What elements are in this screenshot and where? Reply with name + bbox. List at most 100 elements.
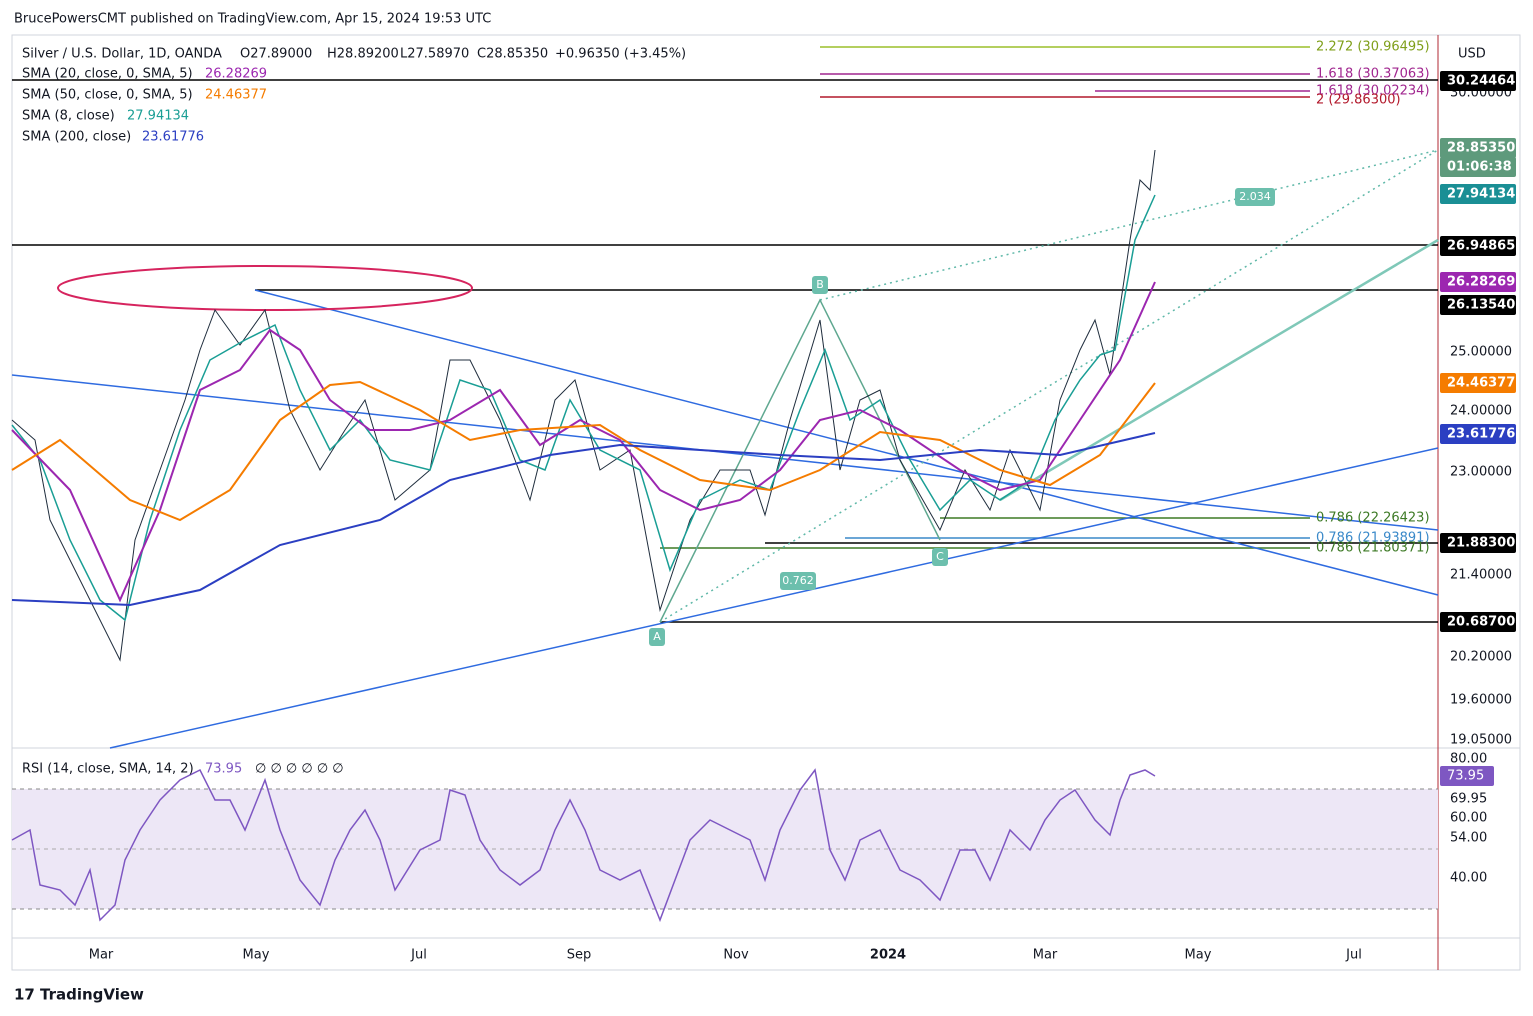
indicator-label: SMA (8, close)	[22, 109, 115, 124]
brand: TradingView	[40, 986, 144, 1004]
pattern-label-bg	[1235, 188, 1275, 206]
pattern-label-bg	[780, 572, 816, 590]
rsi-tag: 73.95	[1447, 769, 1484, 784]
trendline	[254, 289, 1439, 596]
fib-label: 1.618 (30.02234)	[1316, 84, 1430, 99]
price-tick: 19.60000	[1450, 693, 1512, 708]
rsi-label: RSI (14, close, SMA, 14, 2)	[22, 762, 194, 777]
trendline	[109, 447, 1439, 749]
open: O27.89000	[240, 47, 312, 62]
price-tag-bg	[1440, 236, 1516, 256]
fib-label: 2 (29.86300)	[1316, 93, 1401, 108]
frame	[11, 34, 1521, 971]
time-tick: Nov	[723, 948, 749, 963]
pattern-label: C	[936, 550, 944, 563]
price-tick: 24.00000	[1450, 404, 1512, 419]
time-tick: 2024	[870, 948, 906, 963]
price-tick: 23.00000	[1450, 465, 1512, 480]
indicator-value: 24.46377	[205, 88, 267, 103]
fib-label: 1.618 (30.37063)	[1316, 67, 1430, 82]
price-tick: 20.20000	[1450, 650, 1512, 665]
price-tag-bg	[1440, 373, 1516, 393]
price-tag: 01:06:38	[1447, 160, 1512, 175]
sma-200	[11, 432, 1156, 607]
price-tag: 26.28269	[1447, 275, 1515, 290]
pattern-label: 2.034	[1239, 190, 1271, 203]
time-tick: May	[1185, 948, 1212, 963]
price-tag-bg	[1440, 184, 1516, 204]
rsi-tick: 54.00	[1450, 831, 1487, 846]
price-tick: 25.00000	[1450, 345, 1512, 360]
indicator-label: SMA (200, close)	[22, 130, 131, 145]
pattern-label-bg	[812, 276, 828, 294]
pattern-label: 0.762	[782, 574, 814, 587]
sma-50	[11, 380, 1156, 522]
price-tag-bg	[1440, 295, 1516, 315]
price-line	[11, 149, 1156, 662]
time-tick: Sep	[567, 948, 592, 963]
projection	[819, 149, 1439, 301]
price-tag: 30.24464	[1447, 74, 1515, 89]
sma-8	[11, 194, 1156, 622]
price-tag-bg	[1440, 71, 1516, 91]
time-tick: Jul	[1345, 948, 1362, 963]
time-tick: May	[243, 948, 270, 963]
highlight-ellipse	[57, 265, 473, 311]
trendline	[999, 238, 1439, 502]
price-tag-bg	[1440, 272, 1516, 292]
symbol: Silver / U.S. Dollar, 1D, OANDA	[22, 47, 222, 62]
time-tick: Mar	[1033, 948, 1058, 963]
author: BrucePowersCMT published on TradingView.…	[14, 12, 491, 27]
pattern-label: B	[816, 278, 824, 291]
price-tag: 27.94134	[1447, 187, 1515, 202]
time-tick: Jul	[410, 948, 427, 963]
indicator-value: 27.94134	[127, 109, 189, 124]
price-tag: 23.61776	[1447, 427, 1515, 442]
logo: 17	[14, 986, 35, 1004]
price-tag: 26.94865	[1447, 239, 1515, 254]
price-tag: 21.88300	[1447, 536, 1515, 551]
price-tag-bg	[1440, 157, 1516, 177]
low: L27.58970	[400, 47, 469, 62]
price-tag-bg	[1440, 612, 1516, 632]
price-tag-bg	[1440, 138, 1516, 158]
rsi-line	[11, 768, 1156, 923]
indicator-label: SMA (50, close, 0, SMA, 5)	[22, 88, 193, 103]
indicator-value: 26.28269	[205, 67, 267, 82]
rsi-tick: 80.00	[1450, 752, 1487, 767]
drawings	[11, 46, 1439, 923]
change: +0.96350 (+3.45%)	[555, 47, 686, 62]
fib-label: 0.786 (21.80371)	[1316, 541, 1430, 556]
rsi-value: 73.95	[205, 762, 242, 777]
time-tick: Mar	[89, 948, 114, 963]
pattern-label-bg	[932, 548, 948, 566]
high: H28.89200	[327, 47, 399, 62]
pattern-label: A	[653, 630, 661, 643]
price-tag-bg	[1440, 424, 1516, 444]
rsi-tag-bg	[1440, 766, 1494, 786]
price-tag: 20.68700	[1447, 615, 1515, 630]
fib-label: 0.786 (22.26423)	[1316, 511, 1430, 526]
close: C28.85350	[477, 47, 548, 62]
price-tick: 21.40000	[1450, 568, 1512, 583]
price-tag: 26.13540	[1447, 298, 1515, 313]
fib-label: 0.786 (21.93891)	[1316, 531, 1430, 546]
indicator-label: SMA (20, close, 0, SMA, 5)	[22, 67, 193, 82]
rsi-tick: 60.00	[1450, 811, 1487, 826]
currency: USD	[1458, 47, 1486, 62]
price-tag: 24.46377	[1447, 376, 1515, 391]
rsi-extra: ∅ ∅ ∅ ∅ ∅ ∅	[255, 762, 344, 777]
price-tick: 19.05000	[1450, 733, 1512, 748]
legend: Silver / U.S. Dollar, 1D, OANDA O27.8900…	[22, 47, 686, 62]
price-tag-bg	[1440, 533, 1516, 553]
sma-20	[11, 281, 1156, 603]
projection	[659, 149, 1439, 623]
rsi-tick: 69.95	[1450, 792, 1487, 807]
fib-label: 2.272 (30.96495)	[1316, 40, 1430, 55]
pattern-label-bg	[649, 628, 665, 646]
price-tag: 28.85350	[1447, 141, 1515, 156]
rsi-tick: 40.00	[1450, 871, 1487, 886]
indicator-value: 23.61776	[142, 130, 204, 145]
